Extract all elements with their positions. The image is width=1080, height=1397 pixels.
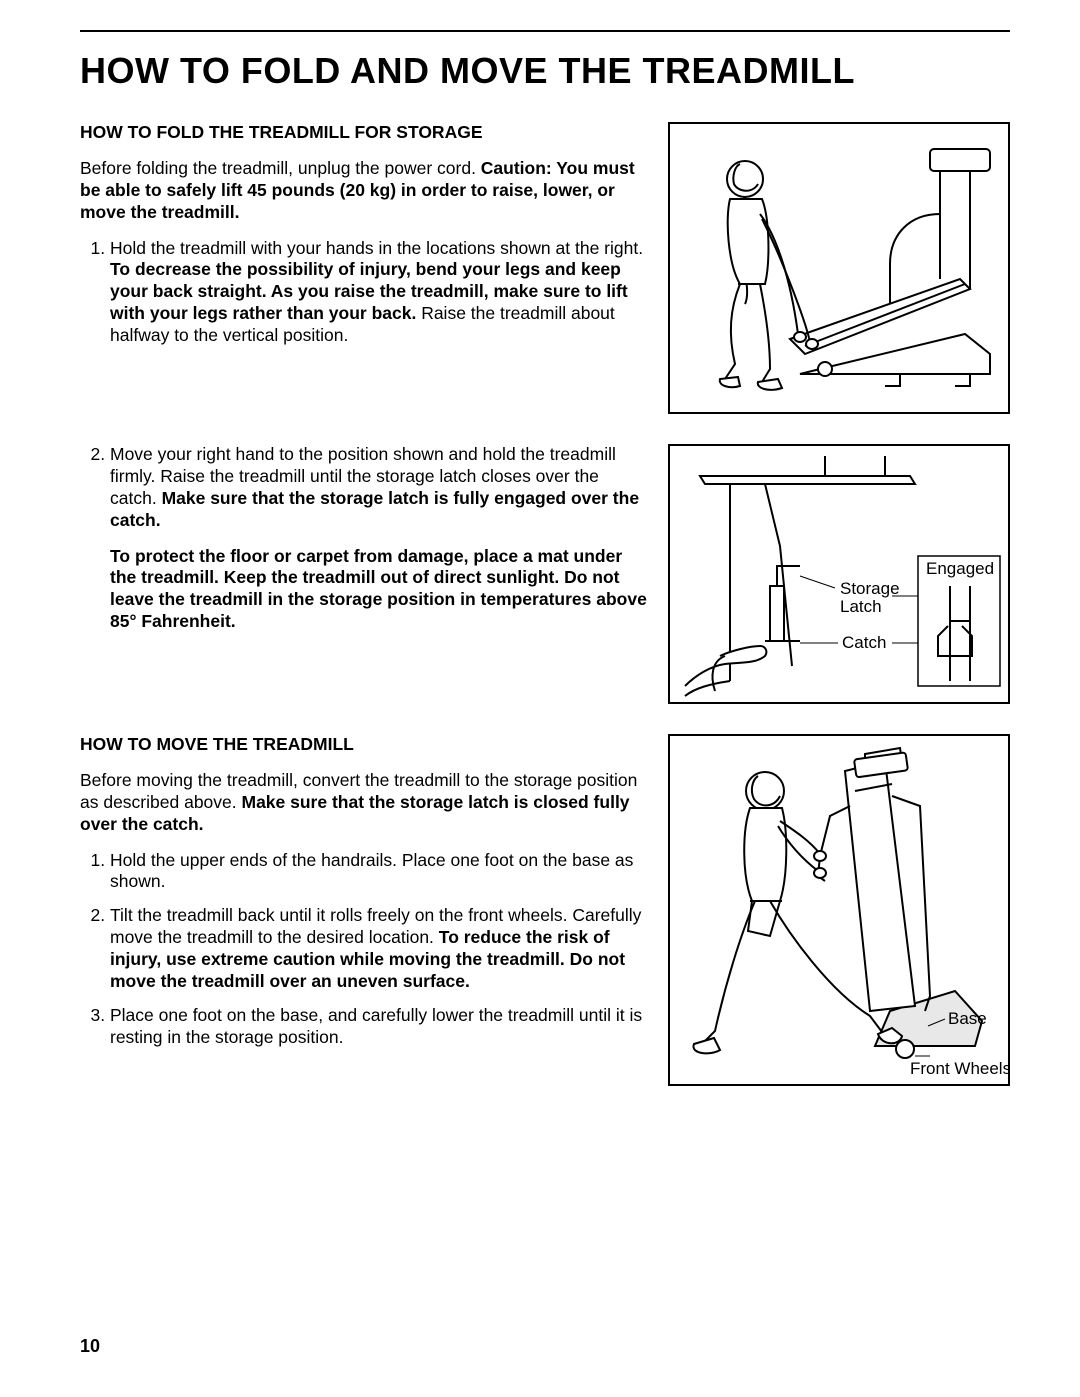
fold-steps-2: Move your right hand to the position sho…	[80, 444, 648, 633]
fold-step1: Hold the treadmill with your hands in th…	[110, 238, 648, 347]
label-base: Base	[948, 1009, 987, 1028]
label-front-wheels: Front Wheels	[910, 1059, 1008, 1078]
move-step2: Tilt the treadmill back until it rolls f…	[110, 905, 648, 993]
label-engaged: Engaged	[926, 559, 994, 578]
figure-latch: StorageLatch Catch Engaged	[668, 444, 1010, 704]
move-steps: Hold the upper ends of the handrails. Pl…	[80, 850, 648, 1049]
fold-text-1: HOW TO FOLD THE TREADMILL FOR STORAGE Be…	[80, 122, 648, 361]
fold-text-2: Move your right hand to the position sho…	[80, 444, 648, 647]
fold-heading: HOW TO FOLD THE TREADMILL FOR STORAGE	[80, 122, 648, 144]
fold-step2-c: To protect the floor or carpet from dama…	[110, 546, 648, 634]
fold-section-row1: HOW TO FOLD THE TREADMILL FOR STORAGE Be…	[80, 122, 1010, 414]
fold-intro: Before folding the treadmill, unplug the…	[80, 158, 648, 224]
fold-step1-a: Hold the treadmill with your hands in th…	[110, 238, 643, 258]
move-step1: Hold the upper ends of the handrails. Pl…	[110, 850, 648, 894]
page-title: HOW TO FOLD AND MOVE THE TREADMILL	[80, 30, 1010, 92]
move-heading: HOW TO MOVE THE TREADMILL	[80, 734, 648, 756]
figure-fold-lift	[668, 122, 1010, 414]
figure-move: Base Front Wheels	[668, 734, 1010, 1086]
fold-steps-1: Hold the treadmill with your hands in th…	[80, 238, 648, 347]
move-section-row: HOW TO MOVE THE TREADMILL Before moving …	[80, 734, 1010, 1086]
page-number: 10	[80, 1336, 100, 1357]
move-step3: Place one foot on the base, and carefull…	[110, 1005, 648, 1049]
label-catch: Catch	[842, 633, 886, 652]
fold-section-row2: Move your right hand to the position sho…	[80, 444, 1010, 704]
fold-step2-b: Make sure that the storage latch is full…	[110, 488, 639, 530]
label-storage-latch: StorageLatch	[840, 579, 900, 616]
move-intro: Before moving the treadmill, convert the…	[80, 770, 648, 836]
fold-intro-plain: Before folding the treadmill, unplug the…	[80, 158, 481, 178]
fold-step2: Move your right hand to the position sho…	[110, 444, 648, 633]
move-text: HOW TO MOVE THE TREADMILL Before moving …	[80, 734, 648, 1063]
